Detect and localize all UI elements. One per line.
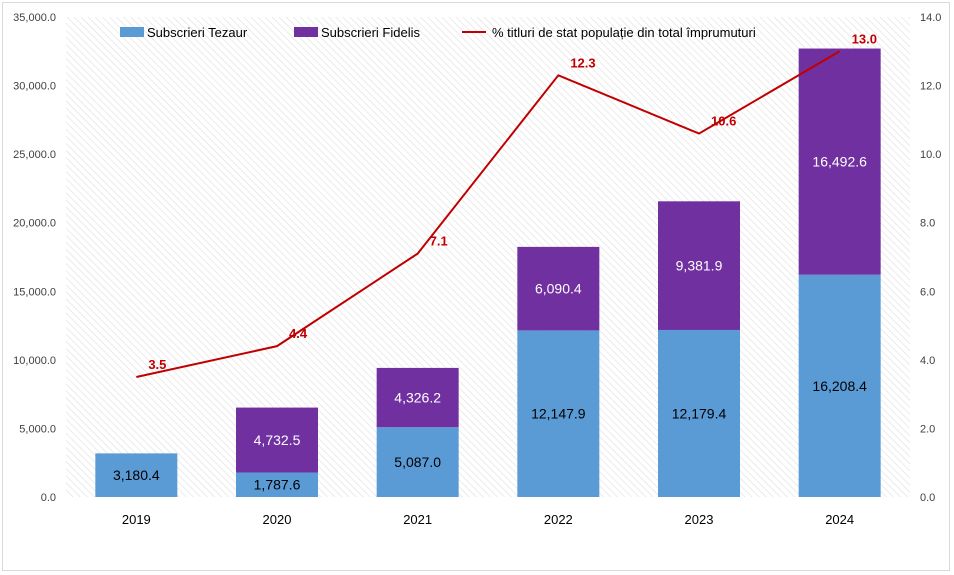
left-tick-label: 20,000.0 xyxy=(13,218,56,230)
line-label-2023: 10.6 xyxy=(711,114,736,129)
bar-label-subscrieri-fidelis-2021: 4,326.2 xyxy=(394,390,441,406)
right-axis: 0.0 2.0 4.0 6.0 8.0 10.0 12.0 14.0 xyxy=(920,12,941,504)
category-label-2022: 2022 xyxy=(544,512,573,527)
category-label-2021: 2021 xyxy=(403,512,432,527)
bar-label-subscrieri-tezaur-2023: 12,179.4 xyxy=(672,405,727,421)
bar-label-subscrieri-tezaur-2019: 3,180.4 xyxy=(113,467,160,483)
left-tick-label: 5,000.0 xyxy=(19,423,56,435)
legend-label-subscrieri-fidelis: Subscrieri Fidelis xyxy=(321,25,420,40)
left-axis: 0.0 5,000.0 10,000.0 15,000.0 20,000.0 25,000… xyxy=(13,12,56,504)
bar-subscrieri-fidelis-2022 xyxy=(517,246,600,331)
category-label-2020: 2020 xyxy=(263,512,292,527)
legend-label-titluri-de-stat-populatie-din-total-imprumuturi: % titluri de stat populație din total îm… xyxy=(492,25,756,40)
right-tick-label: 0.0 xyxy=(920,492,935,504)
line-series-group xyxy=(136,50,841,378)
category-label-2024: 2024 xyxy=(825,512,854,527)
line-label-2024: 13.0 xyxy=(852,31,877,46)
bar-subscrieri-fidelis-2024 xyxy=(798,48,881,275)
right-tick-label: 4.0 xyxy=(920,355,935,367)
right-tick-label: 6.0 xyxy=(920,286,935,298)
data-labels-group: 3,180.4 1,787.6 4,732.5 5,087.0 4,326.2 12,14… xyxy=(113,31,877,492)
legend-swatch-subscrieri-tezaur xyxy=(120,27,144,37)
bar-label-subscrieri-tezaur-2022: 12,147.9 xyxy=(531,406,586,422)
line-label-2019: 3.5 xyxy=(148,357,166,372)
category-label-2019: 2019 xyxy=(122,512,151,527)
right-tick-label: 2.0 xyxy=(920,423,935,435)
left-tick-label: 15,000.0 xyxy=(13,286,56,298)
left-tick-label: 25,000.0 xyxy=(13,149,56,161)
bar-label-subscrieri-tezaur-2024: 16,208.4 xyxy=(812,378,867,394)
legend: Subscrieri Tezaur Subscrieri Fidelis % tit… xyxy=(120,25,756,40)
right-tick-label: 8.0 xyxy=(920,218,935,230)
right-tick-label: 14.0 xyxy=(920,12,941,24)
left-tick-label: 30,000.0 xyxy=(13,81,56,93)
bar-label-subscrieri-tezaur-2020: 1,787.6 xyxy=(254,477,301,493)
bar-label-subscrieri-fidelis-2020: 4,732.5 xyxy=(254,432,301,448)
bar-label-subscrieri-fidelis-2022: 6,090.4 xyxy=(535,281,582,297)
bar-subscrieri-tezaur-2023 xyxy=(658,329,740,497)
plot-area xyxy=(66,17,910,497)
right-tick-label: 12.0 xyxy=(920,81,941,93)
bar-subscrieri-tezaur-2021 xyxy=(376,427,459,497)
line-label-2021: 7.1 xyxy=(430,234,448,249)
line-label-2020: 4.4 xyxy=(289,326,308,341)
line-titluri-de-stat-populatie-din-total-imprumuturi xyxy=(136,50,841,378)
category-axis: 2019 2020 2021 2022 2023 2024 xyxy=(122,512,854,527)
bar-label-subscrieri-tezaur-2021: 5,087.0 xyxy=(394,454,441,470)
bar-subscrieri-fidelis-2023 xyxy=(658,201,740,330)
bar-subscrieri-fidelis-2020 xyxy=(236,407,318,473)
legend-swatch-subscrieri-fidelis xyxy=(294,27,318,37)
category-label-2023: 2023 xyxy=(685,512,714,527)
bar-subscrieri-tezaur-2022 xyxy=(517,330,600,497)
legend-label-subscrieri-tezaur: Subscrieri Tezaur xyxy=(147,25,248,40)
bar-label-subscrieri-fidelis-2024: 16,492.6 xyxy=(812,154,867,170)
left-tick-label: 0.0 xyxy=(41,492,56,504)
bar-label-subscrieri-fidelis-2023: 9,381.9 xyxy=(676,258,723,274)
right-tick-label: 10.0 xyxy=(920,149,941,161)
left-tick-label: 10,000.0 xyxy=(13,355,56,367)
bar-subscrieri-tezaur-2020 xyxy=(236,472,318,497)
line-label-2022: 12.3 xyxy=(570,55,595,70)
bar-subscrieri-tezaur-2024 xyxy=(798,274,881,497)
left-tick-label: 35,000.0 xyxy=(13,12,56,24)
bars-group xyxy=(95,48,881,497)
bar-subscrieri-fidelis-2021 xyxy=(376,367,459,428)
bar-subscrieri-tezaur-2019 xyxy=(95,453,178,497)
